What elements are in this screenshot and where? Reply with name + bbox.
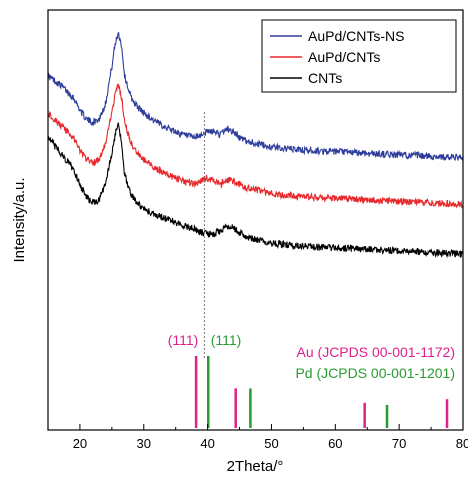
x-axis-label: 2Theta/° — [227, 458, 284, 475]
x-tick-label-1: 30 — [137, 436, 151, 451]
legend-box — [261, 19, 457, 93]
x-tick-label-6: 80 — [456, 436, 468, 451]
y-axis-label: Intensity/a.u. — [11, 177, 28, 262]
au-111-label: (111) — [168, 332, 199, 348]
x-tick-label-2: 40 — [200, 436, 214, 451]
x-tick-label-4: 60 — [328, 436, 342, 451]
series-line-0 — [47, 32, 464, 162]
tick-layer: 20 30 40 50 60 70 80 — [47, 424, 468, 451]
reference-layer — [194, 356, 449, 428]
series-layer — [47, 32, 464, 259]
x-tick-label-3: 50 — [264, 436, 278, 451]
x-tick-label-0: 20 — [73, 436, 87, 451]
legend-label-1: AuPd/CNTs — [308, 49, 380, 65]
plot-frame — [47, 9, 464, 431]
series-line-1 — [47, 83, 464, 209]
x-tick-label-5: 70 — [392, 436, 406, 451]
series-line-2 — [47, 122, 464, 259]
au-reference-label: Au (JCPDS 00-001-1172) — [297, 344, 455, 360]
legend: AuPd/CNTs-NS AuPd/CNTs CNTs — [261, 19, 457, 93]
pd-111-label: (111) — [211, 332, 242, 348]
pd-reference-label: Pd (JCPDS 00-001-1201) — [295, 365, 455, 381]
legend-label-0: AuPd/CNTs-NS — [308, 28, 404, 44]
legend-label-2: CNTs — [308, 70, 342, 86]
